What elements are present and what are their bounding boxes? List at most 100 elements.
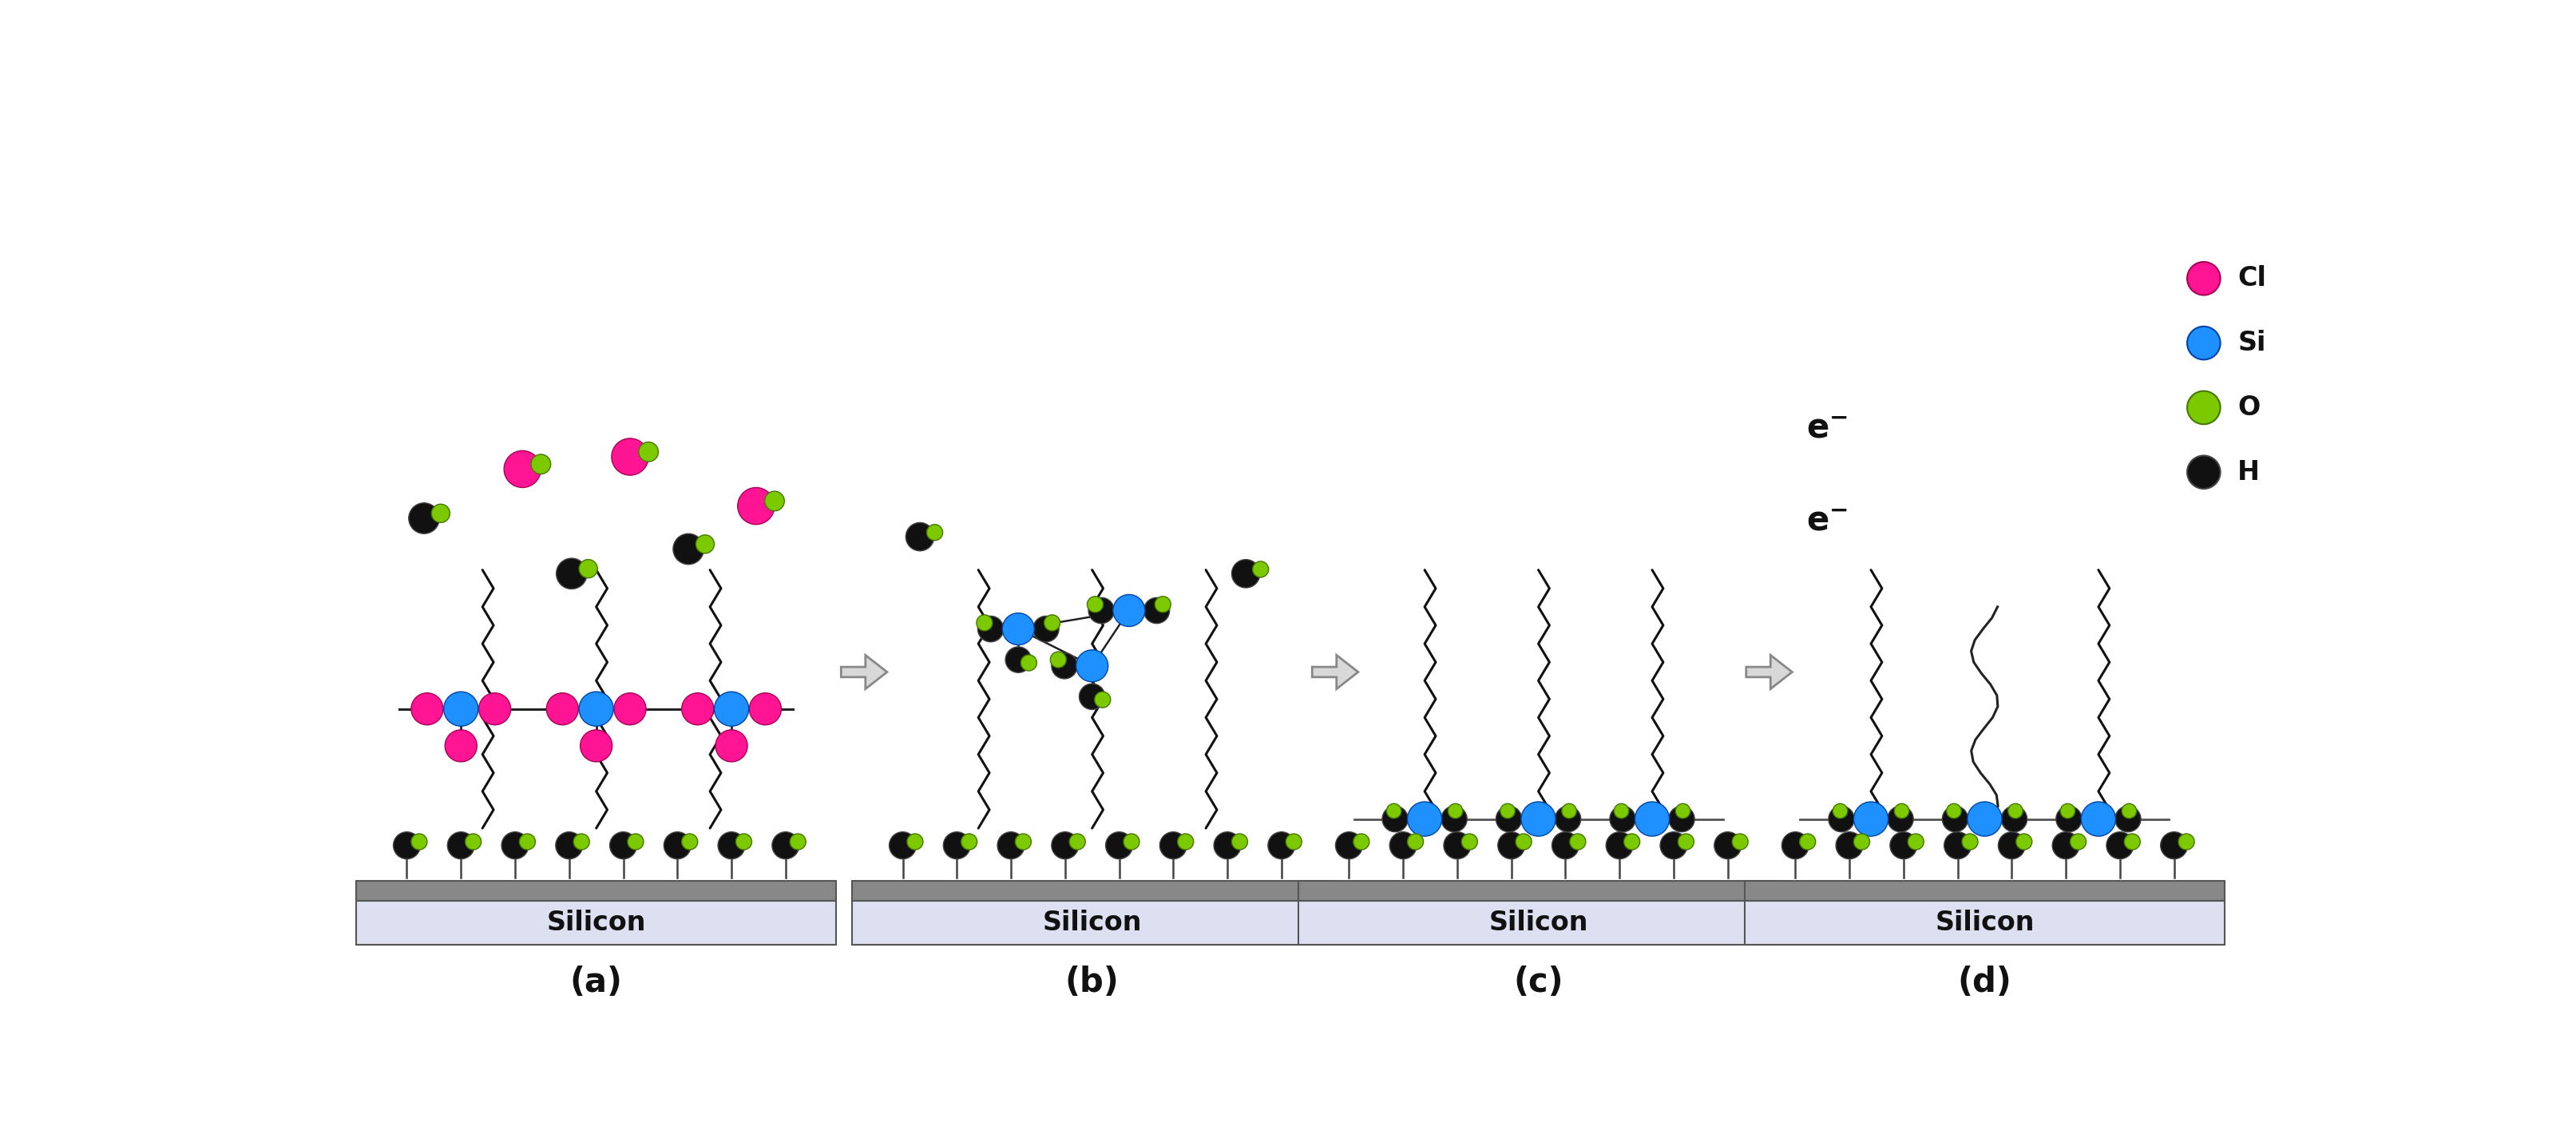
Circle shape [1855,834,1870,850]
Circle shape [765,491,783,510]
Circle shape [466,834,482,850]
Circle shape [1891,831,1917,859]
Circle shape [1837,831,1862,859]
Circle shape [2071,834,2087,850]
Circle shape [1015,834,1030,850]
Circle shape [505,451,541,488]
Circle shape [1677,834,1695,850]
Circle shape [683,693,714,725]
Circle shape [2061,804,2076,819]
Text: H: H [2239,459,2259,485]
Text: (d): (d) [1958,966,2012,999]
Circle shape [1522,802,1556,836]
FancyArrow shape [1747,656,1793,689]
Circle shape [1674,804,1690,819]
Circle shape [639,442,659,461]
Circle shape [546,693,580,725]
Circle shape [448,831,474,859]
Circle shape [1731,834,1749,850]
Circle shape [1623,834,1641,850]
Circle shape [1033,616,1059,642]
Circle shape [1461,834,1479,850]
Circle shape [927,524,943,540]
Circle shape [412,693,443,725]
Circle shape [629,834,644,850]
Circle shape [1090,597,1115,624]
Circle shape [412,834,428,850]
Circle shape [2056,806,2081,831]
Bar [1298,901,1777,946]
Bar [1744,901,2226,946]
Circle shape [1515,834,1533,850]
Text: $\mathbf{e^{-}}$: $\mathbf{e^{-}}$ [1806,505,1847,538]
Circle shape [716,730,747,762]
Circle shape [1448,804,1463,819]
Bar [1298,882,1777,901]
Circle shape [665,831,690,859]
Circle shape [2017,834,2032,850]
Circle shape [1051,831,1079,859]
Circle shape [2002,806,2027,831]
Circle shape [773,831,799,859]
Circle shape [1113,595,1144,627]
Circle shape [1213,831,1242,859]
Text: Si: Si [2239,330,2267,356]
Circle shape [1945,831,1971,859]
Circle shape [2053,831,2079,859]
Circle shape [1285,834,1301,850]
Circle shape [2187,327,2221,360]
Bar [1744,882,2226,901]
Bar [853,882,1332,901]
Circle shape [1783,831,1808,859]
Circle shape [1497,831,1525,859]
Circle shape [2123,804,2136,819]
Circle shape [1440,806,1468,831]
Circle shape [672,533,703,564]
Circle shape [889,831,917,859]
Text: Silicon: Silicon [1489,910,1587,936]
Circle shape [520,834,536,850]
Circle shape [1105,831,1133,859]
Circle shape [737,834,752,850]
Text: Silicon: Silicon [1935,910,2035,936]
Circle shape [2107,831,2133,859]
Circle shape [1947,804,1960,819]
Circle shape [502,831,528,859]
Circle shape [1069,834,1084,850]
Circle shape [750,693,781,725]
Circle shape [531,455,551,474]
Circle shape [1569,834,1587,850]
Circle shape [1909,834,1924,850]
Text: Silicon: Silicon [546,910,647,936]
Circle shape [1406,834,1425,850]
Circle shape [1043,614,1061,630]
Circle shape [1087,596,1103,612]
Circle shape [1267,831,1296,859]
Circle shape [1999,831,2025,859]
Circle shape [696,534,714,554]
Circle shape [611,831,636,859]
Circle shape [1888,806,1914,831]
Circle shape [1561,804,1577,819]
Circle shape [556,558,587,589]
FancyArrow shape [1311,656,1358,689]
Circle shape [556,831,582,859]
Circle shape [446,730,477,762]
Text: Silicon: Silicon [1043,910,1141,936]
Circle shape [1963,834,1978,850]
Text: $\mathbf{e^{-}}$: $\mathbf{e^{-}}$ [1806,412,1847,445]
Circle shape [1383,806,1409,831]
Circle shape [737,488,775,524]
Circle shape [1968,802,2002,836]
Circle shape [1123,834,1139,850]
Circle shape [1177,834,1193,850]
Text: Cl: Cl [2239,265,2267,291]
Circle shape [611,439,649,475]
Circle shape [1713,831,1741,859]
FancyArrow shape [842,656,886,689]
Circle shape [1252,562,1267,578]
Circle shape [1669,806,1695,831]
Circle shape [1005,646,1030,673]
Circle shape [394,831,420,859]
Circle shape [1406,802,1443,836]
